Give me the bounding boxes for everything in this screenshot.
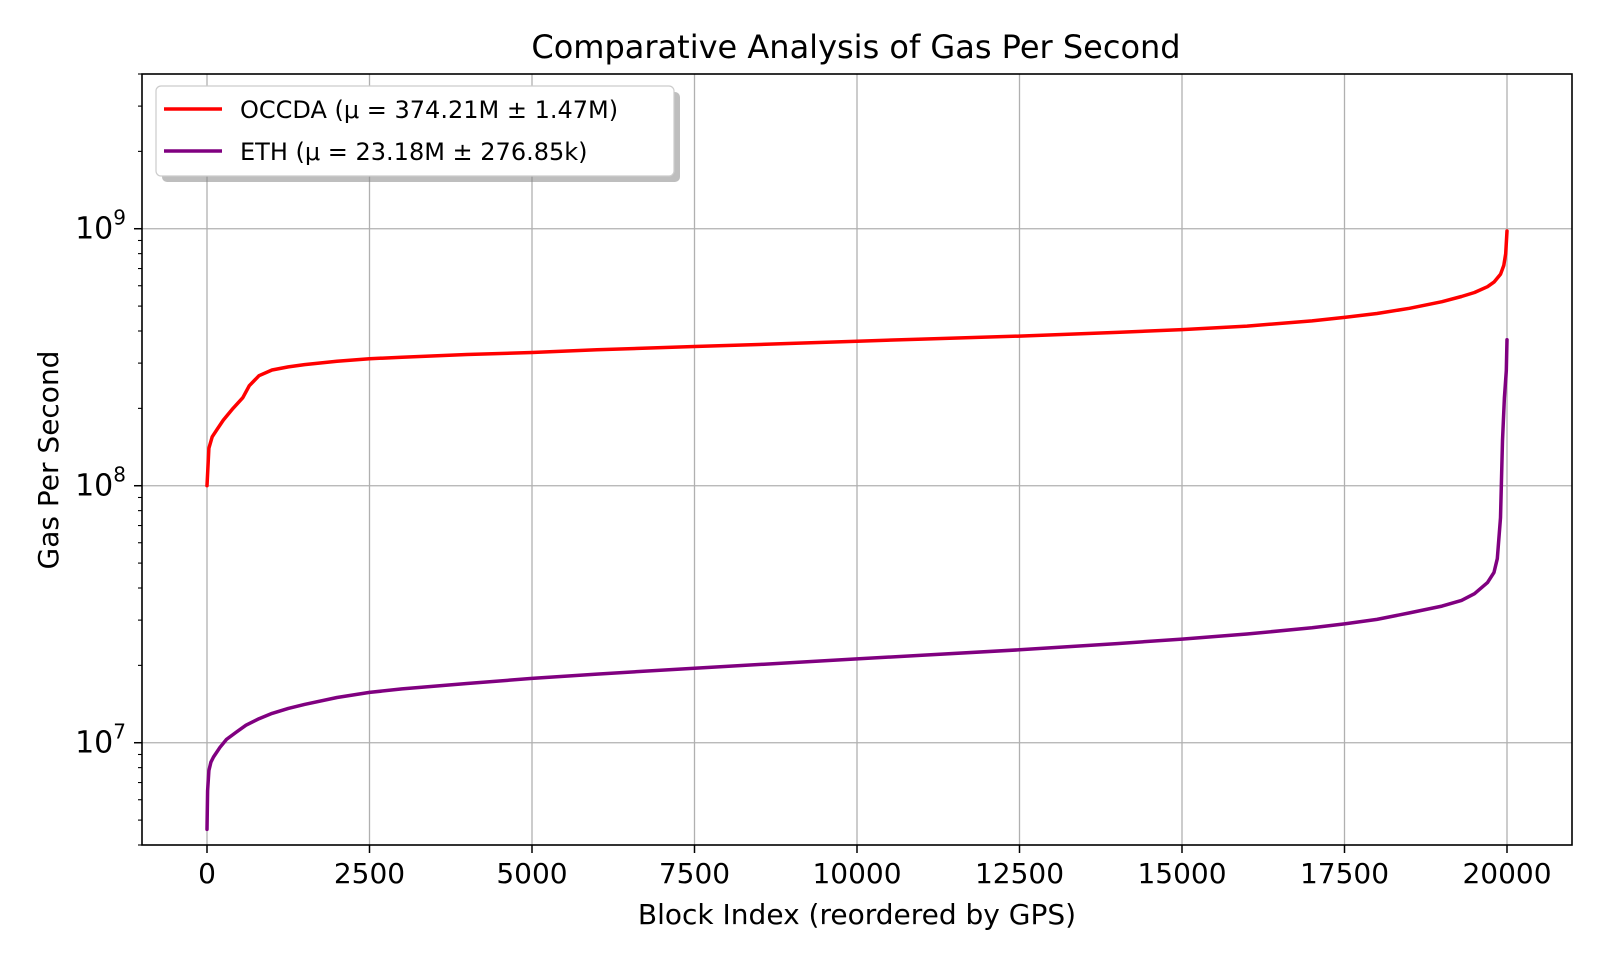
grid-layer: [142, 74, 1572, 845]
legend-label-eth: ETH (μ = 23.18M ± 276.85k): [240, 138, 588, 166]
x-tick-label: 5000: [496, 857, 567, 890]
legend-box: [155, 85, 675, 177]
x-tick-label: 12500: [975, 857, 1064, 890]
x-axis-ticks: 0 2500 5000 7500 10000 12500 15000 17500 20000: [198, 845, 1552, 890]
x-tick-label: 15000: [1137, 857, 1226, 890]
y-tick-label: 107: [75, 720, 126, 761]
legend-label-occda: OCCDA (μ = 374.21M ± 1.47M): [240, 96, 618, 124]
x-tick-label: 17500: [1300, 857, 1389, 890]
y-axis-ticks: 107 108 109: [75, 73, 142, 846]
chart-title: Comparative Analysis of Gas Per Second: [531, 28, 1180, 66]
x-tick-label: 0: [198, 857, 216, 890]
series-line-occda: [205, 229, 1509, 488]
legend: OCCDA (μ = 374.21M ± 1.47M) ETH (μ = 23.…: [155, 85, 680, 182]
y-axis-label: Gas Per Second: [32, 351, 65, 570]
x-tick-label: 10000: [812, 857, 901, 890]
x-tick-label: 2500: [334, 857, 405, 890]
series-layer: [205, 229, 1509, 832]
y-tick-label: 108: [75, 463, 126, 504]
x-tick-label: 7500: [659, 857, 730, 890]
y-tick-label: 109: [75, 206, 126, 247]
x-tick-label: 20000: [1462, 857, 1551, 890]
x-axis-label: Block Index (reordered by GPS): [638, 898, 1076, 931]
series-line-eth: [205, 337, 1509, 832]
